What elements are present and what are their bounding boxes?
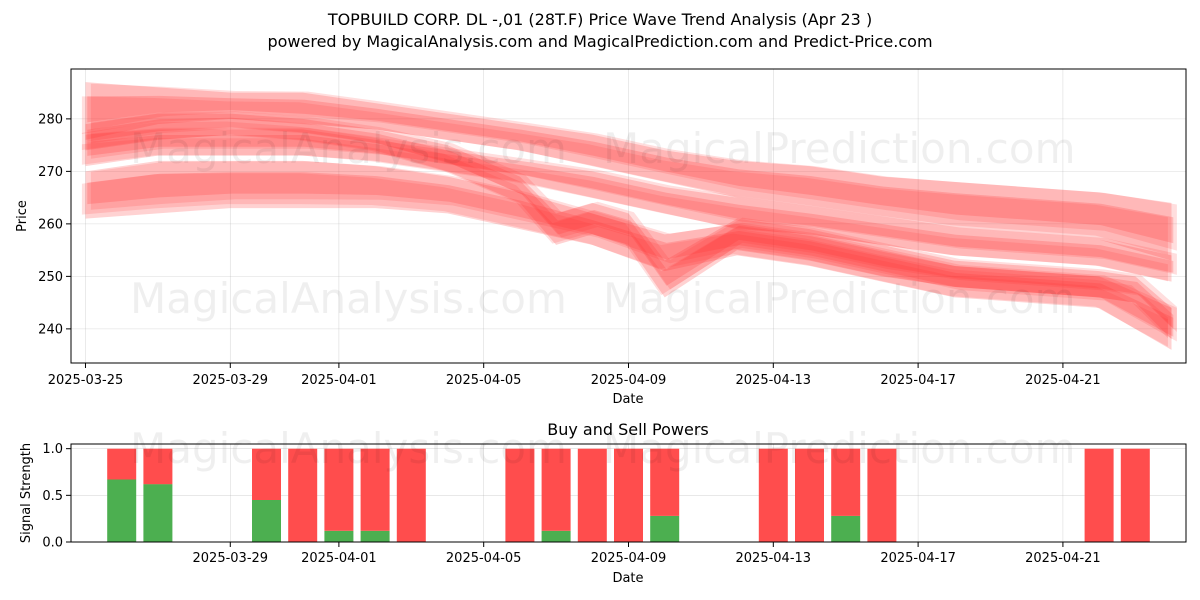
signal-x-label: Date: [612, 571, 643, 586]
sell-power-bar: [650, 448, 680, 516]
buy-power-bar: [143, 484, 173, 542]
wave-band-band-lower: [81, 173, 1168, 347]
wave-band-wave-dip: [90, 111, 1177, 332]
sell-power-bar: [143, 448, 173, 485]
watermark-left: MagicalAnalysis.com: [130, 274, 567, 323]
sell-power-bar: [252, 448, 281, 500]
wave-band-band-upper: [87, 95, 1174, 244]
price-x-tick-label: 2025-04-05: [446, 373, 522, 388]
sell-power-bar: [614, 448, 643, 542]
price-y-tick-label: 260: [38, 217, 63, 232]
wave-band-band-upper: [81, 96, 1168, 255]
price-x-tick-label: 2025-04-13: [736, 373, 812, 388]
signal-x-tick-label: 2025-03-29: [193, 551, 269, 566]
sell-power-bar: [795, 448, 824, 542]
watermark-left: MagicalAnalysis.com: [130, 124, 567, 173]
price-x-label: Date: [612, 392, 643, 407]
wave-band-band-lower: [90, 161, 1177, 342]
watermark-right: MagicalPrediction.com: [603, 274, 1076, 323]
price-grid: [71, 69, 1186, 363]
buy-power-bar: [831, 515, 861, 542]
sell-power-bar: [758, 448, 788, 542]
signal-bars: [107, 448, 1150, 542]
wave-band-band-lower: [87, 172, 1174, 337]
signal-x-tick-label: 2025-04-09: [591, 551, 667, 566]
price-y-tick-label: 270: [38, 165, 63, 180]
watermark-right: MagicalPrediction.com: [603, 424, 1076, 473]
signal-y-tick-label: 0.0: [42, 536, 63, 551]
signal-x-tick-label: 2025-04-05: [446, 551, 522, 566]
price-y-axis: 240 250 260 270 280: [38, 112, 71, 337]
price-wave-bands: [81, 82, 1177, 350]
signal-x-tick-label: 2025-04-13: [736, 551, 812, 566]
signal-title: Buy and Sell Powers: [547, 420, 709, 439]
price-x-tick-label: 2025-04-17: [880, 373, 956, 388]
sell-power-bar: [867, 448, 897, 542]
chart-title: TOPBUILD CORP. DL -,01 (28T.F) Price Wav…: [327, 10, 872, 29]
sell-power-bar: [360, 448, 390, 531]
sell-power-bar: [396, 448, 426, 542]
sell-power-bar: [577, 448, 607, 542]
signal-plot: Buy and Sell Powers MagicalAnalysis.com …: [19, 420, 1187, 586]
wave-band-band-middle: [87, 135, 1174, 273]
price-x-tick-label: 2025-03-25: [48, 373, 124, 388]
signal-x-tick-label: 2025-04-01: [301, 551, 377, 566]
wave-band-band-middle: [90, 127, 1177, 275]
signal-y-tick-label: 0.5: [42, 489, 63, 504]
buy-power-bar: [252, 500, 281, 542]
sell-power-bar: [107, 448, 137, 480]
wave-band-band-upper: [85, 82, 1172, 261]
price-x-tick-label: 2025-04-21: [1025, 373, 1101, 388]
sell-power-bar: [1120, 448, 1150, 542]
buy-power-bar: [324, 530, 354, 542]
signal-y-label: Signal Strength: [19, 443, 34, 543]
price-y-label: Price: [15, 200, 30, 232]
signal-x-tick-label: 2025-04-21: [1025, 551, 1101, 566]
wave-band-band-upper: [90, 83, 1177, 251]
sell-power-bar: [324, 448, 354, 531]
signal-x-tick-label: 2025-04-17: [880, 551, 956, 566]
price-y-tick-label: 250: [38, 270, 63, 285]
price-y-tick-label: 240: [38, 322, 63, 337]
price-x-tick-label: 2025-04-09: [591, 373, 667, 388]
wave-band-wave-dip: [81, 121, 1168, 339]
wave-band-band-middle: [81, 138, 1168, 282]
buy-power-bar: [650, 515, 680, 542]
signal-y-tick-label: 1.0: [42, 442, 63, 457]
sell-power-bar: [505, 448, 535, 542]
buy-power-bar: [360, 530, 390, 542]
wave-band-band-middle: [85, 129, 1172, 282]
watermark-left: MagicalAnalysis.com: [130, 424, 567, 473]
wave-band-band-lower: [85, 160, 1172, 350]
price-x-tick-label: 2025-03-29: [193, 373, 269, 388]
sell-power-bar: [541, 448, 571, 531]
sell-power-bar: [831, 448, 861, 516]
wave-band-wave-dip: [85, 113, 1172, 340]
wave-band-wave-dip: [87, 117, 1174, 330]
price-x-tick-label: 2025-04-01: [301, 373, 377, 388]
buy-power-bar: [107, 479, 137, 542]
price-x-axis: 2025-03-25 2025-03-29 2025-04-01 2025-04-05…: [48, 363, 1101, 388]
chart-subtitle: powered by MagicalAnalysis.com and Magic…: [267, 32, 932, 51]
price-plot: MagicalAnalysis.com MagicalPrediction.co…: [15, 68, 1187, 407]
sell-power-bar: [1084, 448, 1114, 542]
sell-power-bar: [288, 448, 318, 542]
signal-y-axis: 0.0 0.5 1.0: [42, 442, 71, 551]
signal-x-axis: 2025-03-29 2025-04-01 2025-04-05 2025-04-09…: [193, 542, 1101, 566]
buy-power-bar: [541, 530, 571, 542]
price-y-tick-label: 280: [38, 112, 63, 127]
watermark-right: MagicalPrediction.com: [603, 124, 1076, 173]
